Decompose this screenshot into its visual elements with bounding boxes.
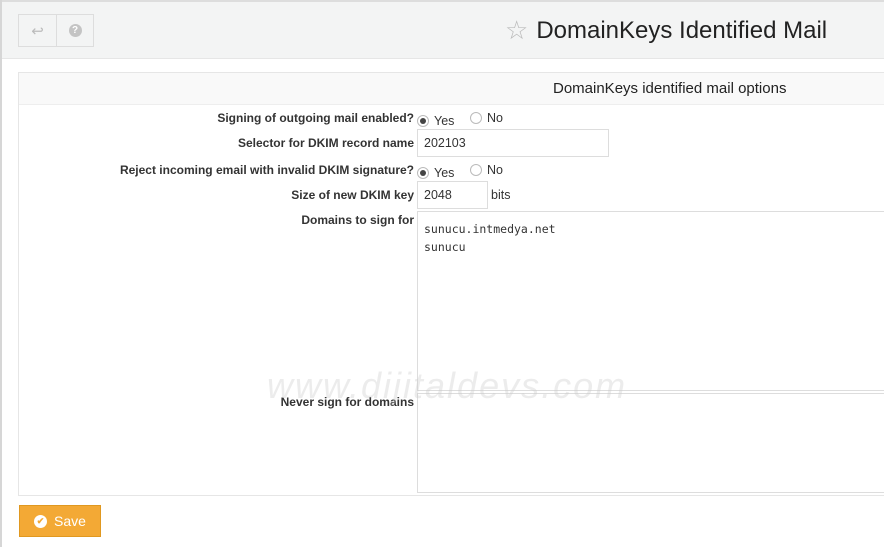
toolbar: ↩ ? — [18, 14, 94, 47]
save-button[interactable]: ✔ Save — [19, 505, 101, 537]
selector-label: Selector for DKIM record name — [237, 136, 414, 150]
reject-no-radio[interactable]: No — [470, 163, 503, 177]
question-icon: ? — [68, 24, 82, 37]
check-circle-icon: ✔ — [34, 514, 48, 528]
keysize-input[interactable]: 2048 — [417, 181, 488, 209]
never-textarea[interactable] — [417, 393, 884, 493]
panel-title: DomainKeys identified mail options — [553, 80, 787, 97]
reject-yes-radio[interactable]: Yes — [417, 166, 454, 180]
signing-label: Signing of outgoing mail enabled? — [217, 111, 414, 125]
header: ↩ ? ☆ DomainKeys Identified Mail — [2, 0, 884, 59]
back-button[interactable]: ↩ — [19, 15, 56, 46]
keysize-label: Size of new DKIM key — [291, 188, 414, 202]
domains-label: Domains to sign for — [301, 213, 414, 227]
signing-yes-radio[interactable]: Yes — [417, 114, 454, 128]
page-title-text: DomainKeys Identified Mail — [536, 16, 828, 44]
options-panel: DomainKeys identified mail options Signi… — [18, 72, 884, 496]
domains-textarea[interactable]: sunucu.intmedya.net sunucu — [417, 211, 884, 391]
selector-input[interactable]: 202103 — [417, 129, 609, 157]
signing-no-radio[interactable]: No — [470, 111, 503, 125]
panel-header: DomainKeys identified mail options — [19, 73, 884, 105]
return-arrow-icon: ↩ — [31, 22, 44, 40]
help-button[interactable]: ? — [56, 15, 93, 46]
reject-radio-group: Yes No — [417, 163, 515, 180]
reject-label: Reject incoming email with invalid DKIM … — [119, 163, 414, 177]
page-title: ☆ DomainKeys Identified Mail — [505, 15, 827, 46]
keysize-unit: bits — [491, 188, 511, 202]
save-label: Save — [54, 513, 86, 529]
never-label: Never sign for domains — [280, 395, 414, 409]
watermark: www.dijitaldevs.com — [267, 365, 628, 406]
signing-radio-group: Yes No — [417, 111, 515, 128]
star-icon[interactable]: ☆ — [505, 15, 529, 45]
